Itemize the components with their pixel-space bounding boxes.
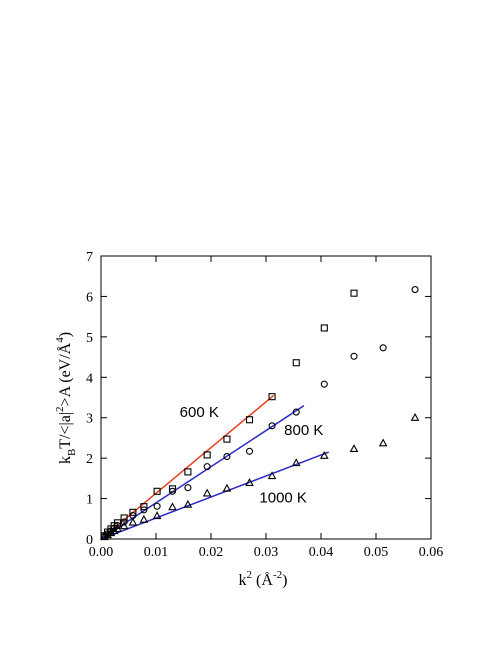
circle-point [184, 484, 192, 492]
series-label: 800 K [284, 422, 323, 439]
triangle-point [168, 502, 177, 511]
y-label-k: k [57, 456, 74, 464]
axis-ticks [100, 255, 432, 540]
x-tick-label: 0.06 [419, 545, 444, 560]
x-tick-label: 0.05 [364, 545, 389, 560]
circle-point [140, 506, 148, 514]
triangle-point [349, 444, 359, 452]
triangle-point [128, 517, 138, 526]
triangle-point [222, 483, 232, 492]
y-tick-label: 3 [86, 412, 93, 427]
y-label-angstrom: Å [56, 342, 74, 354]
circle-point [320, 380, 328, 388]
triangle-point [99, 532, 109, 541]
circle-point [411, 286, 419, 294]
triangle-point [113, 524, 122, 533]
circle-point [268, 422, 276, 430]
y-label-mid: T/<|a| [57, 412, 74, 449]
x-label-angstrom: Å [261, 571, 273, 589]
x-tick-label: 0.02 [199, 545, 224, 560]
x-tick-label: 0.01 [144, 545, 169, 560]
triangle-point [139, 514, 149, 523]
square-point [350, 289, 358, 297]
fit-line [100, 451, 329, 540]
triangle-point [202, 488, 212, 497]
square-point [292, 359, 300, 367]
triangle-point [106, 528, 116, 537]
square-point [268, 393, 276, 401]
fit-line [100, 404, 305, 540]
square-point [120, 514, 128, 522]
triangle-point [378, 438, 388, 447]
triangle-point [183, 499, 193, 508]
circle-point [350, 352, 358, 360]
y-label-tail: >A (eV/ [57, 354, 74, 407]
y-tick-label: 0 [86, 533, 93, 548]
y-tick-label: 4 [86, 371, 93, 386]
x-tick-label: 0.04 [309, 545, 334, 560]
x-tick-label: 0.03 [254, 545, 279, 560]
series-label: 1000 K [259, 490, 307, 507]
y-tick-label: 2 [86, 452, 93, 467]
square-point [168, 485, 177, 493]
series-label: 600 K [180, 404, 219, 421]
triangle-point [152, 511, 162, 520]
data-points [99, 286, 420, 541]
circle-point [168, 487, 177, 495]
triangle-point [119, 521, 129, 530]
x-tick-label: 0.00 [89, 545, 114, 560]
y-tick-label: 6 [86, 290, 93, 305]
square-point [320, 324, 328, 332]
series-labels: 600 K 800 K 1000 K [180, 404, 324, 507]
y-label-a-sup: 2 [54, 406, 66, 412]
circle-point [113, 522, 122, 530]
triangle-point [109, 526, 119, 535]
x-label-open: ( [252, 572, 261, 589]
triangle-point [267, 471, 277, 480]
y-tick-label: 5 [86, 331, 93, 346]
y-label-close: ) [57, 332, 74, 337]
triangle-point [103, 530, 112, 539]
square-point [223, 435, 231, 443]
triangle-point [410, 412, 420, 421]
circle-point [245, 447, 254, 455]
circle-point [292, 408, 300, 416]
x-label-base: k [239, 572, 247, 589]
y-axis-label: kBT/<|a|2>A (eV/Å4) [54, 332, 78, 464]
triangle-point [291, 458, 301, 467]
square-point [245, 416, 254, 424]
circle-point [153, 502, 161, 510]
y-tick-label: 1 [86, 493, 93, 508]
tick-labels: 0.00 0.01 0.02 0.03 0.04 0.05 0.06 0 1 2 3 4 5 6 7 [86, 250, 443, 560]
circle-point [120, 518, 128, 526]
y-label-ang-sup: 4 [54, 337, 66, 343]
x-label-unit-sup: -2 [273, 569, 282, 581]
y-tick-label: 7 [86, 250, 93, 265]
triangle-point [245, 478, 254, 486]
x-label-close: ) [282, 572, 287, 589]
square-point [153, 487, 161, 495]
square-point [184, 468, 192, 476]
triangle-point [319, 450, 329, 459]
x-label-sup: 2 [247, 569, 253, 581]
circle-point [203, 463, 211, 471]
x-axis-label: k2 (Å-2) [239, 569, 288, 589]
square-point [203, 451, 211, 459]
circle-point [379, 344, 387, 352]
y-label-sub: B [66, 449, 78, 456]
circle-point [223, 452, 231, 461]
square-point [129, 508, 137, 516]
square-point [140, 503, 148, 511]
